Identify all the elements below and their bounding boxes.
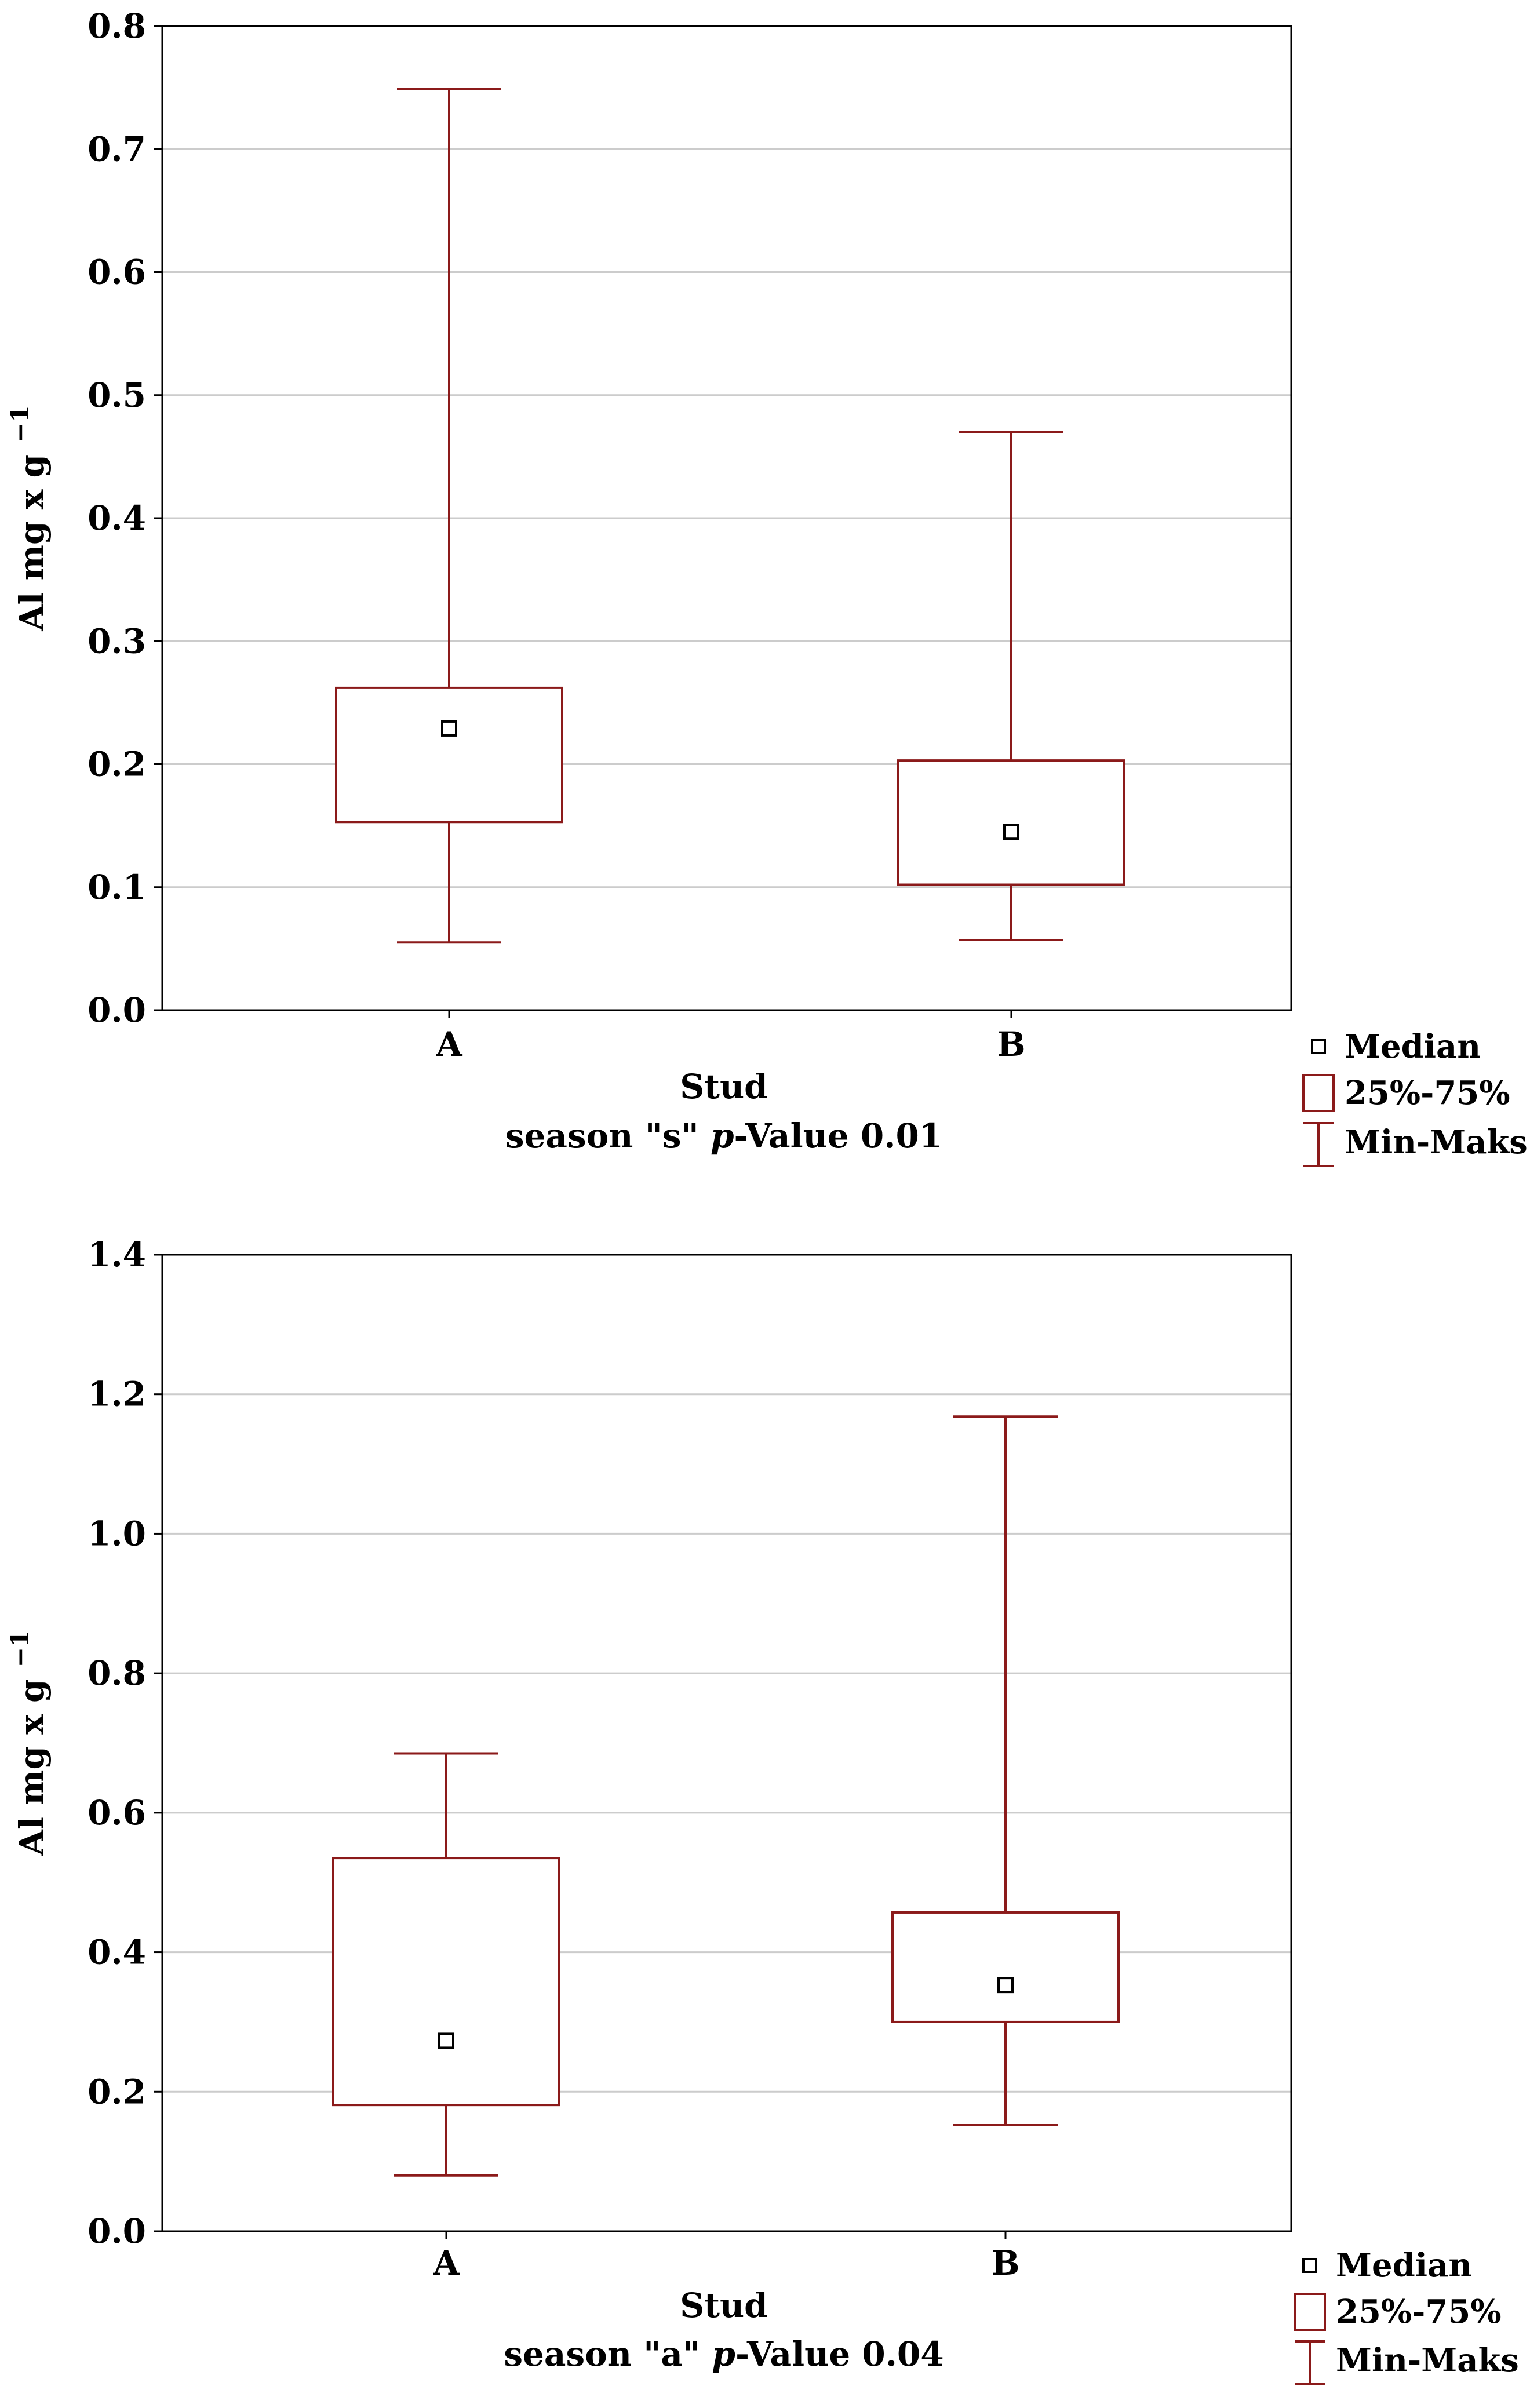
iqr-box: [335, 686, 563, 824]
subtitle-suffix: -Value 0.01: [734, 1116, 943, 1156]
subtitle-suffix: -Value 0.04: [735, 2334, 944, 2374]
y-tick-label: 1.2: [88, 1375, 146, 1414]
legend-box-icon: [1294, 2293, 1326, 2331]
x-axis-title: Stud: [680, 2286, 767, 2325]
x-category-label: B: [991, 2243, 1019, 2283]
legend-median-icon: [1302, 2258, 1317, 2273]
median-marker: [438, 2032, 454, 2049]
subtitle-prefix: season "s": [505, 1116, 711, 1156]
legend-box-label: 25%-75%: [1336, 2293, 1502, 2331]
y-tick-label: 0.2: [88, 745, 146, 784]
legend: Median 25%-75% Min-Maks: [1302, 1028, 1528, 1167]
x-category-label: A: [435, 1025, 462, 1064]
chart-panel-1: 0.0 0.1 0.2 0.3 0.4 0.5 0.6 0.7 0.8 A B Stud season …: [6, 6, 1528, 1167]
y-tick-label: 0.5: [88, 376, 146, 415]
plot-frame: [161, 25, 1292, 1011]
y-tick-label: 1.0: [88, 1514, 146, 1553]
median-marker: [441, 720, 457, 737]
chart-panel-2: 0.0 0.2 0.4 0.6 0.8 1.0 1.2 1.4 A B Stud season "a"…: [6, 1235, 1519, 2385]
x-category-label: B: [997, 1025, 1025, 1064]
chart-subtitle: season "s" p-Value 0.01: [505, 1116, 942, 1156]
iqr-box: [332, 1857, 560, 2107]
y-tick-label: 0.4: [88, 498, 146, 538]
median-marker: [1003, 824, 1019, 840]
legend-whisker-icon: [1295, 2340, 1325, 2385]
y-axis-title-sup: −1: [6, 405, 34, 442]
y-tick-label: 0.6: [88, 253, 146, 292]
box-A: [335, 88, 563, 944]
x-axis-title: Stud: [680, 1067, 767, 1106]
legend-median-label: Median: [1345, 1028, 1481, 1066]
iqr-box: [891, 1911, 1120, 2023]
subtitle-prefix: season "a": [504, 2334, 712, 2374]
y-tick-label: 0.8: [88, 6, 146, 46]
y-axis-title-sup: −1: [6, 1630, 34, 1667]
legend: Median 25%-75% Min-Maks: [1294, 2246, 1519, 2385]
y-tick-label: 0.4: [88, 1933, 146, 1972]
y-tick-label: 0.7: [88, 129, 146, 169]
subtitle-p: p: [711, 1116, 734, 1156]
y-tick-label: 0.2: [88, 2072, 146, 2111]
plot-frame: [161, 1254, 1292, 2232]
legend-box-icon: [1302, 1074, 1335, 1112]
box-B: [891, 1415, 1120, 2127]
y-tick-label: 0.0: [88, 990, 146, 1030]
legend-whisker-icon: [1303, 1122, 1334, 1167]
y-tick-label: 1.4: [88, 1235, 146, 1274]
y-tick-label: 0.8: [88, 1653, 146, 1693]
y-axis-title-main: Al mg x g: [12, 443, 52, 632]
box-B: [897, 431, 1125, 942]
y-axis-title: Al mg x g −1: [6, 405, 52, 631]
y-axis-title: Al mg x g −1: [6, 1630, 52, 1856]
y-tick-label: 0.1: [88, 868, 146, 907]
legend-box-label: 25%-75%: [1345, 1074, 1510, 1112]
chart-subtitle: season "a" p-Value 0.04: [504, 2334, 944, 2374]
y-tick-label: 0.6: [88, 1793, 146, 1833]
x-category-label: A: [432, 2243, 460, 2283]
legend-whisker-label: Min-Maks: [1336, 2341, 1519, 2380]
y-tick-label: 0.3: [88, 621, 146, 661]
iqr-box: [897, 759, 1125, 886]
box-A: [332, 1752, 560, 2177]
legend-median-icon: [1311, 1039, 1326, 1054]
legend-median-label: Median: [1336, 2246, 1472, 2285]
y-tick-label: 0.0: [88, 2212, 146, 2251]
y-axis-title-main: Al mg x g: [12, 1667, 52, 1856]
legend-whisker-label: Min-Maks: [1345, 1123, 1528, 1161]
subtitle-p: p: [712, 2334, 735, 2374]
median-marker: [997, 1977, 1014, 1994]
